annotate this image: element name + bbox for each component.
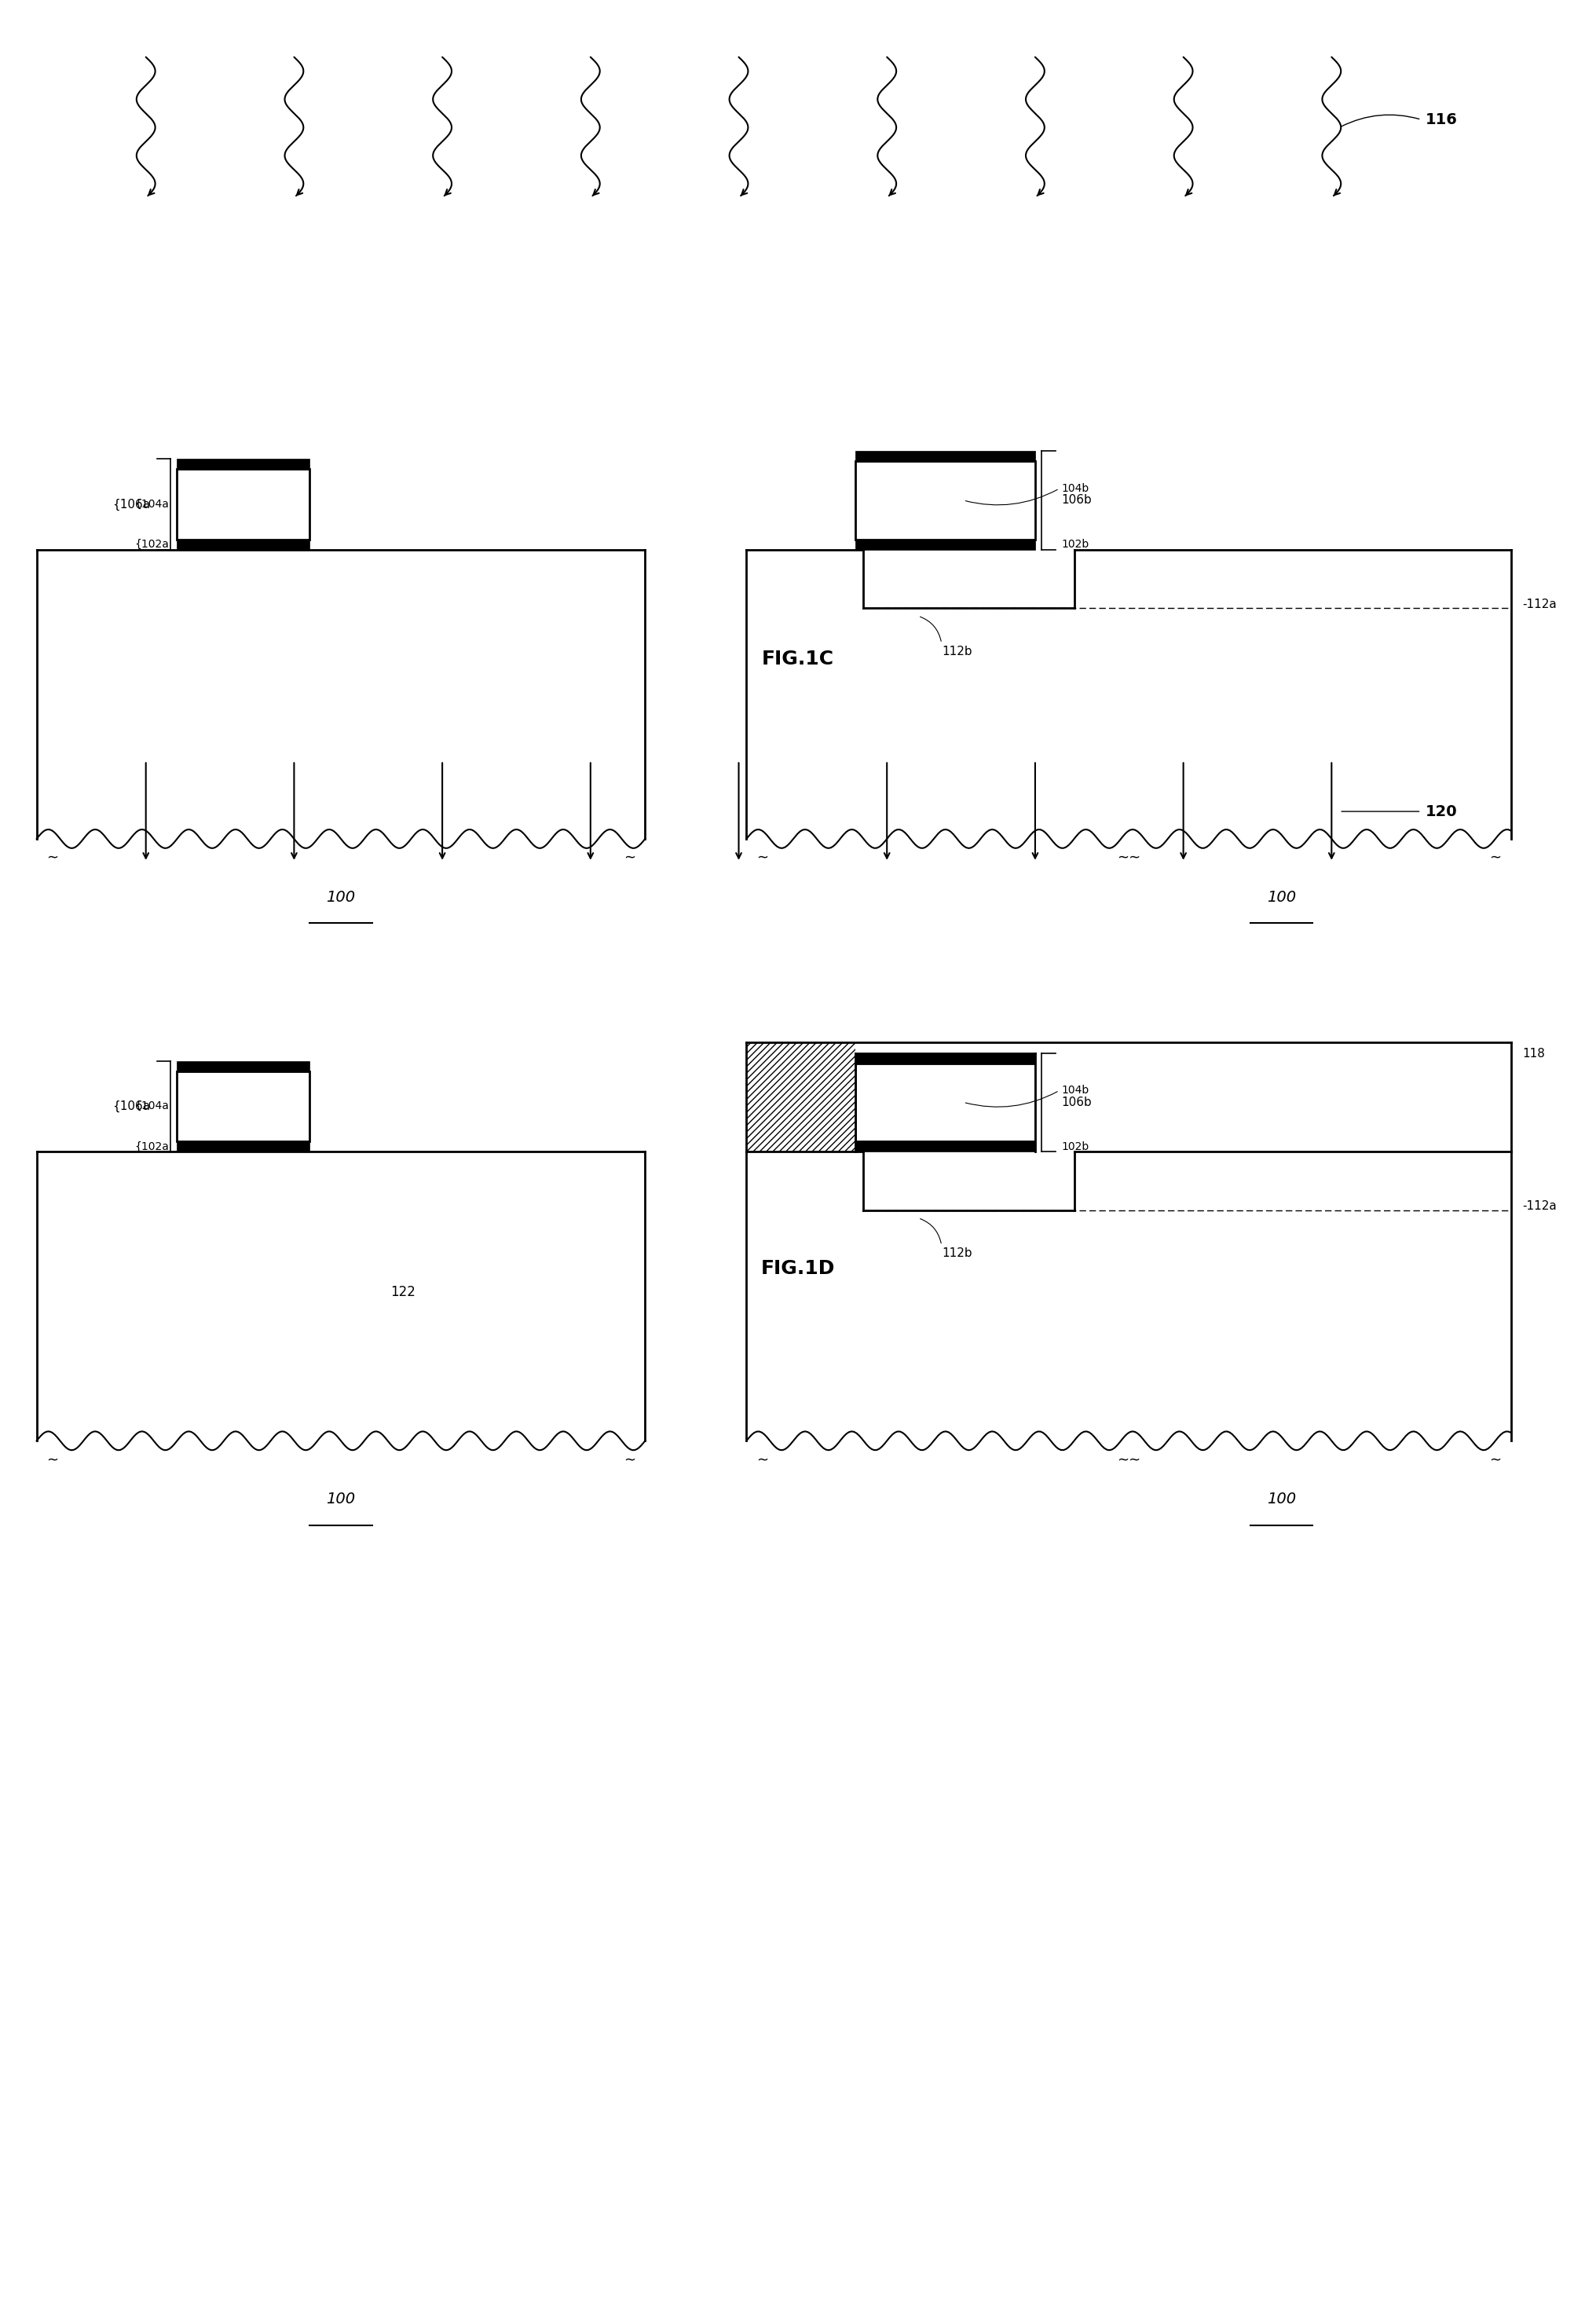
Text: {102a: {102a [134, 539, 169, 551]
Text: FIG.1D: FIG.1D [761, 1259, 835, 1277]
Text: ∼: ∼ [624, 852, 635, 865]
Text: 122: 122 [391, 1284, 417, 1300]
Bar [177, 458, 310, 470]
Text: FIG.1C: FIG.1C [761, 650, 835, 669]
Text: ∼∼: ∼∼ [1117, 852, 1141, 865]
Text: {104a: {104a [134, 1101, 169, 1111]
Text: 120: 120 [1425, 803, 1457, 819]
Bar [855, 1062, 1036, 1141]
Text: 106b: 106b [1061, 1097, 1092, 1108]
Bar [1036, 1041, 1511, 1152]
Text: 118: 118 [1523, 1048, 1545, 1060]
Text: -112a: -112a [1523, 599, 1558, 611]
Bar [855, 1041, 1036, 1053]
Text: -112a: -112a [1523, 1201, 1558, 1213]
Text: ∼∼: ∼∼ [1117, 1453, 1141, 1467]
Bar [855, 539, 1036, 548]
Bar [177, 470, 310, 539]
Text: {104a: {104a [134, 500, 169, 509]
Bar [855, 460, 1036, 539]
Text: 112b: 112b [942, 646, 972, 657]
Bar [747, 1041, 855, 1152]
Bar [855, 451, 1036, 460]
Text: ∼: ∼ [46, 1453, 57, 1467]
Bar [747, 1041, 855, 1152]
Text: 102b: 102b [1061, 1141, 1090, 1152]
Text: 112b: 112b [942, 1247, 972, 1259]
Text: {106a: {106a [113, 1099, 150, 1113]
Bar [855, 1053, 1036, 1062]
Text: {102a: {102a [134, 1141, 169, 1152]
Text: ∼: ∼ [1489, 1453, 1502, 1467]
Text: 102b: 102b [1061, 539, 1090, 551]
Text: 100: 100 [1267, 889, 1296, 905]
Text: ∼: ∼ [46, 852, 57, 865]
Text: ∼: ∼ [757, 852, 768, 865]
Bar [177, 1071, 310, 1141]
Bar [855, 1141, 1036, 1152]
Text: 104b: 104b [1061, 484, 1090, 495]
Text: 100: 100 [326, 889, 356, 905]
Text: 106b: 106b [1061, 495, 1092, 507]
Text: 100: 100 [1267, 1493, 1296, 1506]
Text: 100: 100 [326, 1493, 356, 1506]
Bar [177, 1141, 310, 1152]
Bar [177, 1060, 310, 1071]
Text: ∼: ∼ [1489, 852, 1502, 865]
Text: {106a: {106a [113, 498, 150, 509]
Text: ∼: ∼ [624, 1453, 635, 1467]
Text: 116: 116 [1425, 111, 1457, 127]
Text: ∼: ∼ [757, 1453, 768, 1467]
Text: 104b: 104b [1061, 1085, 1090, 1097]
Bar [177, 539, 310, 548]
